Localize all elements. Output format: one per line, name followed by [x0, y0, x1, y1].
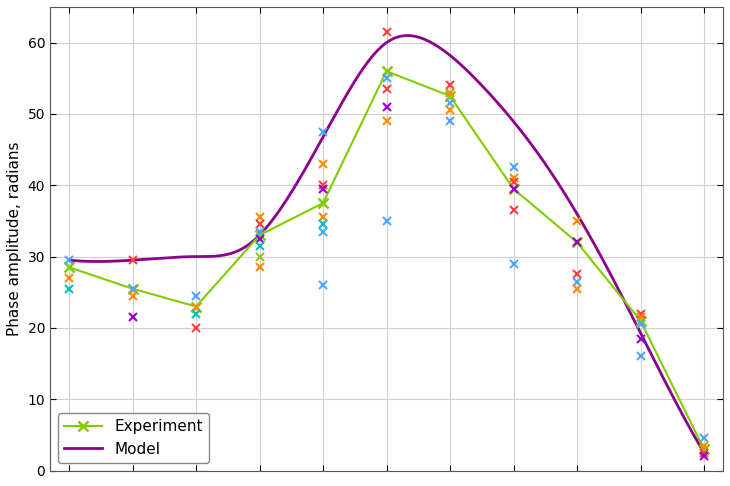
Line: Model: Model — [69, 35, 704, 453]
Experiment — [255, 232, 264, 238]
Model — [561, 191, 569, 197]
Legend: Experiment, Model: Experiment, Model — [58, 413, 209, 463]
Model — [321, 129, 330, 135]
Experiment — [192, 304, 201, 310]
Model — [502, 109, 510, 115]
Line: Experiment: Experiment — [64, 66, 709, 454]
Model — [65, 257, 74, 263]
Experiment — [636, 318, 645, 324]
Experiment — [65, 264, 74, 270]
Experiment — [318, 200, 327, 206]
Experiment — [572, 240, 581, 245]
Model — [345, 88, 353, 94]
Experiment — [445, 93, 454, 99]
Experiment — [128, 286, 137, 292]
Model — [699, 450, 708, 456]
Model — [403, 33, 412, 38]
Experiment — [699, 446, 708, 452]
Experiment — [509, 186, 518, 192]
Y-axis label: Phase amplitude, radians: Phase amplitude, radians — [7, 141, 22, 336]
Experiment — [382, 68, 391, 74]
Model — [129, 257, 138, 263]
Model — [572, 209, 580, 215]
